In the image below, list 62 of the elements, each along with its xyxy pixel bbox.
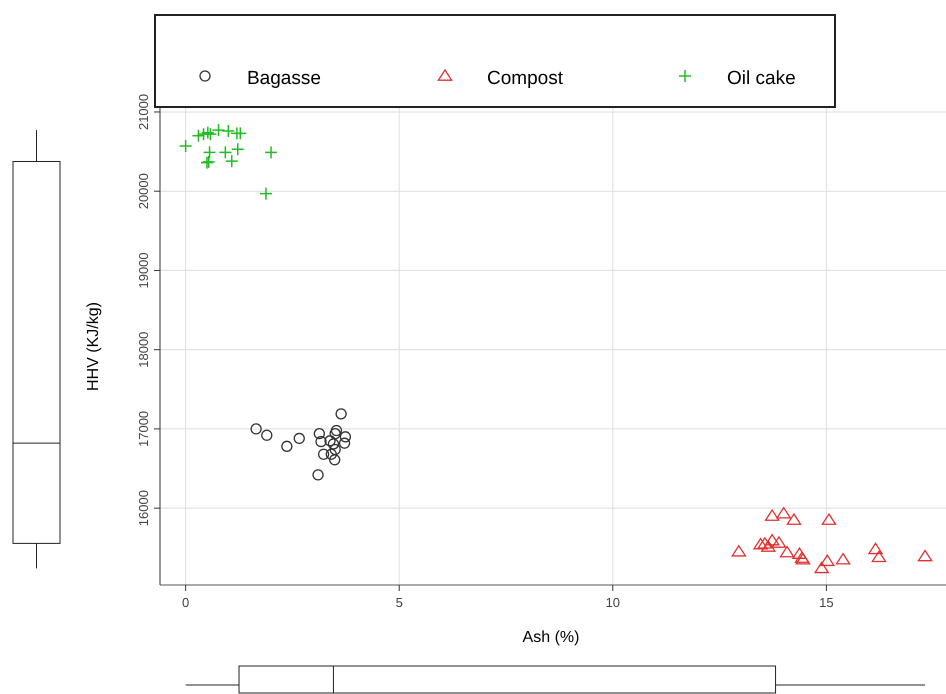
point [259, 186, 273, 200]
legend-label: Compost [487, 68, 564, 89]
x-tick-label: 10 [606, 595, 620, 610]
point [820, 554, 834, 566]
y-axis-title: HHV (KJ/kg) [85, 302, 102, 391]
point [836, 552, 850, 564]
point [335, 408, 347, 420]
point [250, 423, 262, 435]
point [776, 507, 791, 519]
point [786, 513, 802, 525]
x-tick-label: 15 [819, 595, 834, 610]
x-tick-label: 5 [396, 595, 403, 610]
y-tick-label: 19000 [136, 252, 151, 289]
point [918, 550, 932, 562]
point [764, 534, 780, 546]
legend-label: Oil cake [727, 68, 796, 89]
point [764, 509, 780, 521]
point [261, 430, 272, 441]
point [281, 440, 293, 452]
point [212, 123, 226, 137]
point [868, 542, 883, 554]
point [340, 431, 352, 442]
point [329, 454, 340, 466]
point [330, 424, 342, 436]
point [178, 139, 192, 153]
point [792, 547, 807, 559]
point [315, 436, 327, 448]
point [780, 546, 794, 558]
point [772, 536, 786, 548]
point [329, 444, 341, 456]
point [758, 537, 772, 549]
point [761, 540, 776, 552]
legend-label: Bagasse [247, 68, 321, 89]
point [872, 550, 886, 562]
point [312, 469, 324, 481]
point [328, 438, 340, 450]
point [753, 538, 768, 550]
point [732, 545, 746, 557]
point [326, 448, 337, 460]
point [329, 428, 341, 440]
point [314, 428, 325, 440]
point [822, 513, 836, 525]
point [192, 128, 206, 142]
y-tick-label: 17000 [136, 410, 151, 447]
y-tick-label: 16000 [136, 490, 151, 526]
y-tick-label: 20000 [136, 173, 151, 210]
y-tick-label: 18000 [136, 332, 151, 368]
point [201, 126, 215, 140]
y-tick-label: 21000 [136, 94, 151, 130]
point [294, 432, 305, 444]
point [234, 126, 248, 140]
x-axis-title: Ash (%) [522, 629, 580, 646]
point [318, 448, 330, 460]
point [324, 435, 336, 446]
point [202, 146, 216, 160]
point [204, 127, 218, 141]
point [338, 438, 350, 449]
point [814, 562, 829, 574]
point [264, 146, 278, 160]
point [230, 142, 244, 156]
point [222, 124, 236, 138]
x-tick-label: 0 [182, 595, 190, 610]
